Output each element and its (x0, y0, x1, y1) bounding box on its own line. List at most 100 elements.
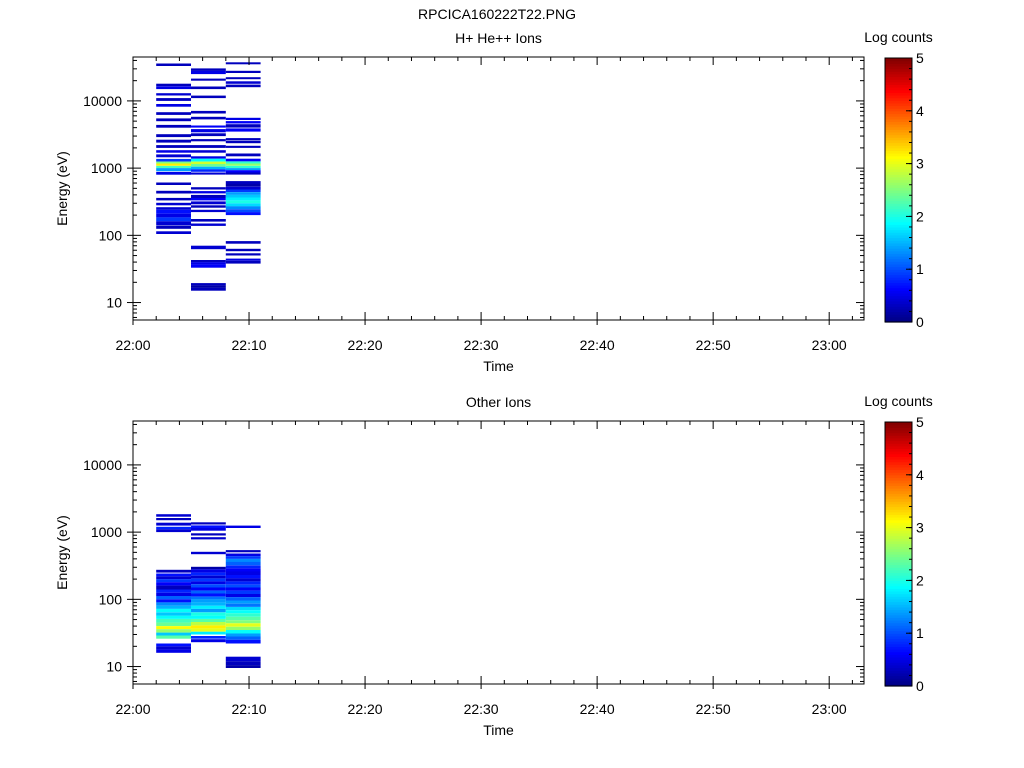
heatmap-cell (156, 643, 191, 647)
colorbar-segment (885, 485, 912, 489)
heatmap-cell (225, 553, 261, 556)
heatmap-cell (156, 518, 191, 521)
colorbar-segment (885, 604, 912, 608)
colorbar-segment (885, 458, 912, 463)
heatmap-cell (225, 556, 261, 559)
colorbar-segment (885, 129, 912, 133)
heatmap-cell (156, 209, 191, 214)
colorbar-segment (885, 585, 912, 589)
colorbar-segment (885, 609, 912, 613)
colorbar-segment (885, 448, 912, 452)
heatmap-cell (225, 665, 261, 668)
heatmap-cell (225, 145, 261, 148)
spectrogram-panel: 22:00 22:10 22:20 22:30 22:40 22:50 23:0010100… (54, 393, 933, 738)
colorbar-segment (885, 630, 912, 634)
heatmap-cell (191, 587, 226, 591)
heatmap-cell (191, 625, 226, 629)
colorbar-segment (885, 627, 912, 632)
x-tick-label: 22:40 (580, 337, 615, 353)
heatmap-cell (225, 206, 261, 210)
heatmap-cell (156, 529, 191, 533)
heatmap-cell (191, 169, 226, 172)
colorbar-segment (885, 540, 912, 545)
x-axis-label: Time (483, 722, 514, 738)
heatmap-cell (191, 287, 226, 291)
heatmap-cell (225, 613, 261, 617)
colorbar-segment (885, 456, 912, 460)
panel-title: H+ He++ Ions (455, 30, 542, 46)
colorbar-segment (885, 662, 912, 666)
heatmap-cell (156, 154, 191, 158)
colorbar-segment (885, 590, 912, 595)
heatmap-cell (156, 182, 191, 185)
heatmap-cell (225, 603, 261, 607)
colorbar-segment (885, 435, 912, 439)
heatmap-cell (225, 607, 261, 611)
colorbar-segment (885, 643, 912, 647)
heatmap-cell (191, 194, 226, 198)
colorbar-segment (885, 522, 912, 526)
heatmap-cell (225, 158, 261, 162)
heatmap-cell (156, 98, 191, 101)
heatmap-cell (225, 656, 261, 662)
heatmap-cell (191, 528, 226, 531)
colorbar-segment (885, 546, 912, 550)
heatmap-cell (156, 202, 191, 206)
x-tick-label: 23:00 (812, 701, 847, 717)
heatmap-cell (191, 201, 226, 205)
heatmap-cell (156, 86, 191, 90)
colorbar-segment (885, 269, 912, 273)
y-axis-label: Energy (eV) (54, 151, 70, 226)
colorbar-segment (885, 137, 912, 141)
colorbar-segment (885, 503, 912, 508)
colorbar-segment (885, 174, 912, 178)
x-axis-label: Time (483, 358, 514, 374)
heatmap-cell (156, 118, 191, 122)
x-tick-label: 22:30 (464, 337, 499, 353)
heatmap-cell (191, 622, 226, 626)
heatmap-cell (191, 68, 226, 71)
figure-title: RPCICA160222T22.PNG (418, 6, 576, 22)
colorbar-segment (885, 527, 912, 531)
colorbar-segment (885, 443, 912, 447)
heatmap-cell (191, 578, 226, 582)
colorbar-segment (885, 171, 912, 175)
heatmap-cell (191, 575, 226, 579)
heatmap-cell (225, 626, 261, 630)
heatmap-cell (225, 561, 261, 566)
heatmap-cell (191, 166, 226, 170)
heatmap-cell (156, 217, 191, 222)
heatmap-cell (191, 551, 226, 555)
heatmap-cell (225, 62, 261, 65)
heatmap-cell (225, 248, 261, 252)
colorbar-segment (885, 261, 912, 265)
colorbar-segment (885, 168, 912, 173)
colorbar-segment (885, 145, 912, 149)
colorbar-segment (885, 84, 912, 88)
heatmap-cell (191, 615, 226, 619)
colorbar-segment (885, 577, 912, 581)
y-tick-label: 10000 (83, 457, 122, 473)
colorbar-segment (885, 424, 912, 428)
heatmap-cell (191, 219, 226, 222)
heatmap-cell (156, 569, 191, 573)
colorbar-segment (885, 195, 912, 199)
colorbar-segment (885, 108, 912, 112)
heatmap-cell (225, 633, 261, 637)
heatmap-cell (156, 582, 191, 586)
heatmap-cell (225, 165, 261, 169)
heatmap-cell (191, 566, 226, 570)
colorbar-segment (885, 501, 912, 505)
heatmap-cell (225, 212, 261, 216)
colorbar-segment (885, 287, 912, 291)
colorbar-segment (885, 81, 912, 85)
heatmap-cell (225, 168, 261, 171)
colorbar-segment (885, 670, 912, 674)
heatmap-cell (156, 139, 191, 143)
colorbar-segment (885, 253, 912, 257)
colorbar-segment (885, 614, 912, 618)
heatmap-cell (225, 189, 261, 192)
colorbar-segment (885, 314, 912, 318)
colorbar-segment (885, 580, 912, 584)
colorbar-segment (885, 192, 912, 196)
